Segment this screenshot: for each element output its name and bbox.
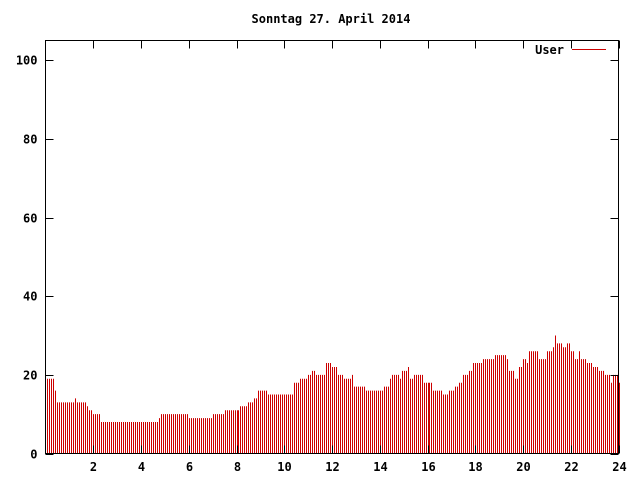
x-tick-label: 6 bbox=[186, 460, 193, 474]
bars-group bbox=[47, 335, 620, 454]
y-tick-label: 80 bbox=[23, 133, 37, 147]
chart-title: Sonntag 27. April 2014 bbox=[252, 12, 411, 26]
x-tick-label: 10 bbox=[277, 460, 291, 474]
x-tick-label: 2 bbox=[90, 460, 97, 474]
x-tick-label: 24 bbox=[612, 460, 626, 474]
y-tick-label: 40 bbox=[23, 290, 37, 304]
y-tick-label: 100 bbox=[16, 54, 38, 68]
x-axis: 2 4 6 8 10 12 14 16 18 20 22 24 bbox=[90, 40, 627, 474]
x-tick-label: 12 bbox=[325, 460, 339, 474]
y-axis: 0 20 40 60 80 100 bbox=[16, 54, 619, 462]
x-tick-label: 22 bbox=[564, 460, 578, 474]
legend-label-user: User bbox=[535, 43, 564, 57]
legend: User bbox=[535, 43, 606, 57]
y-tick-label: 0 bbox=[30, 448, 37, 462]
x-tick-label: 4 bbox=[138, 460, 145, 474]
x-tick-label: 18 bbox=[468, 460, 482, 474]
y-tick-label: 20 bbox=[23, 369, 37, 383]
x-tick-label: 16 bbox=[421, 460, 435, 474]
x-tick-label: 8 bbox=[234, 460, 241, 474]
x-tick-label: 14 bbox=[373, 460, 387, 474]
y-tick-label: 60 bbox=[23, 212, 37, 226]
x-tick-label: 20 bbox=[516, 460, 530, 474]
